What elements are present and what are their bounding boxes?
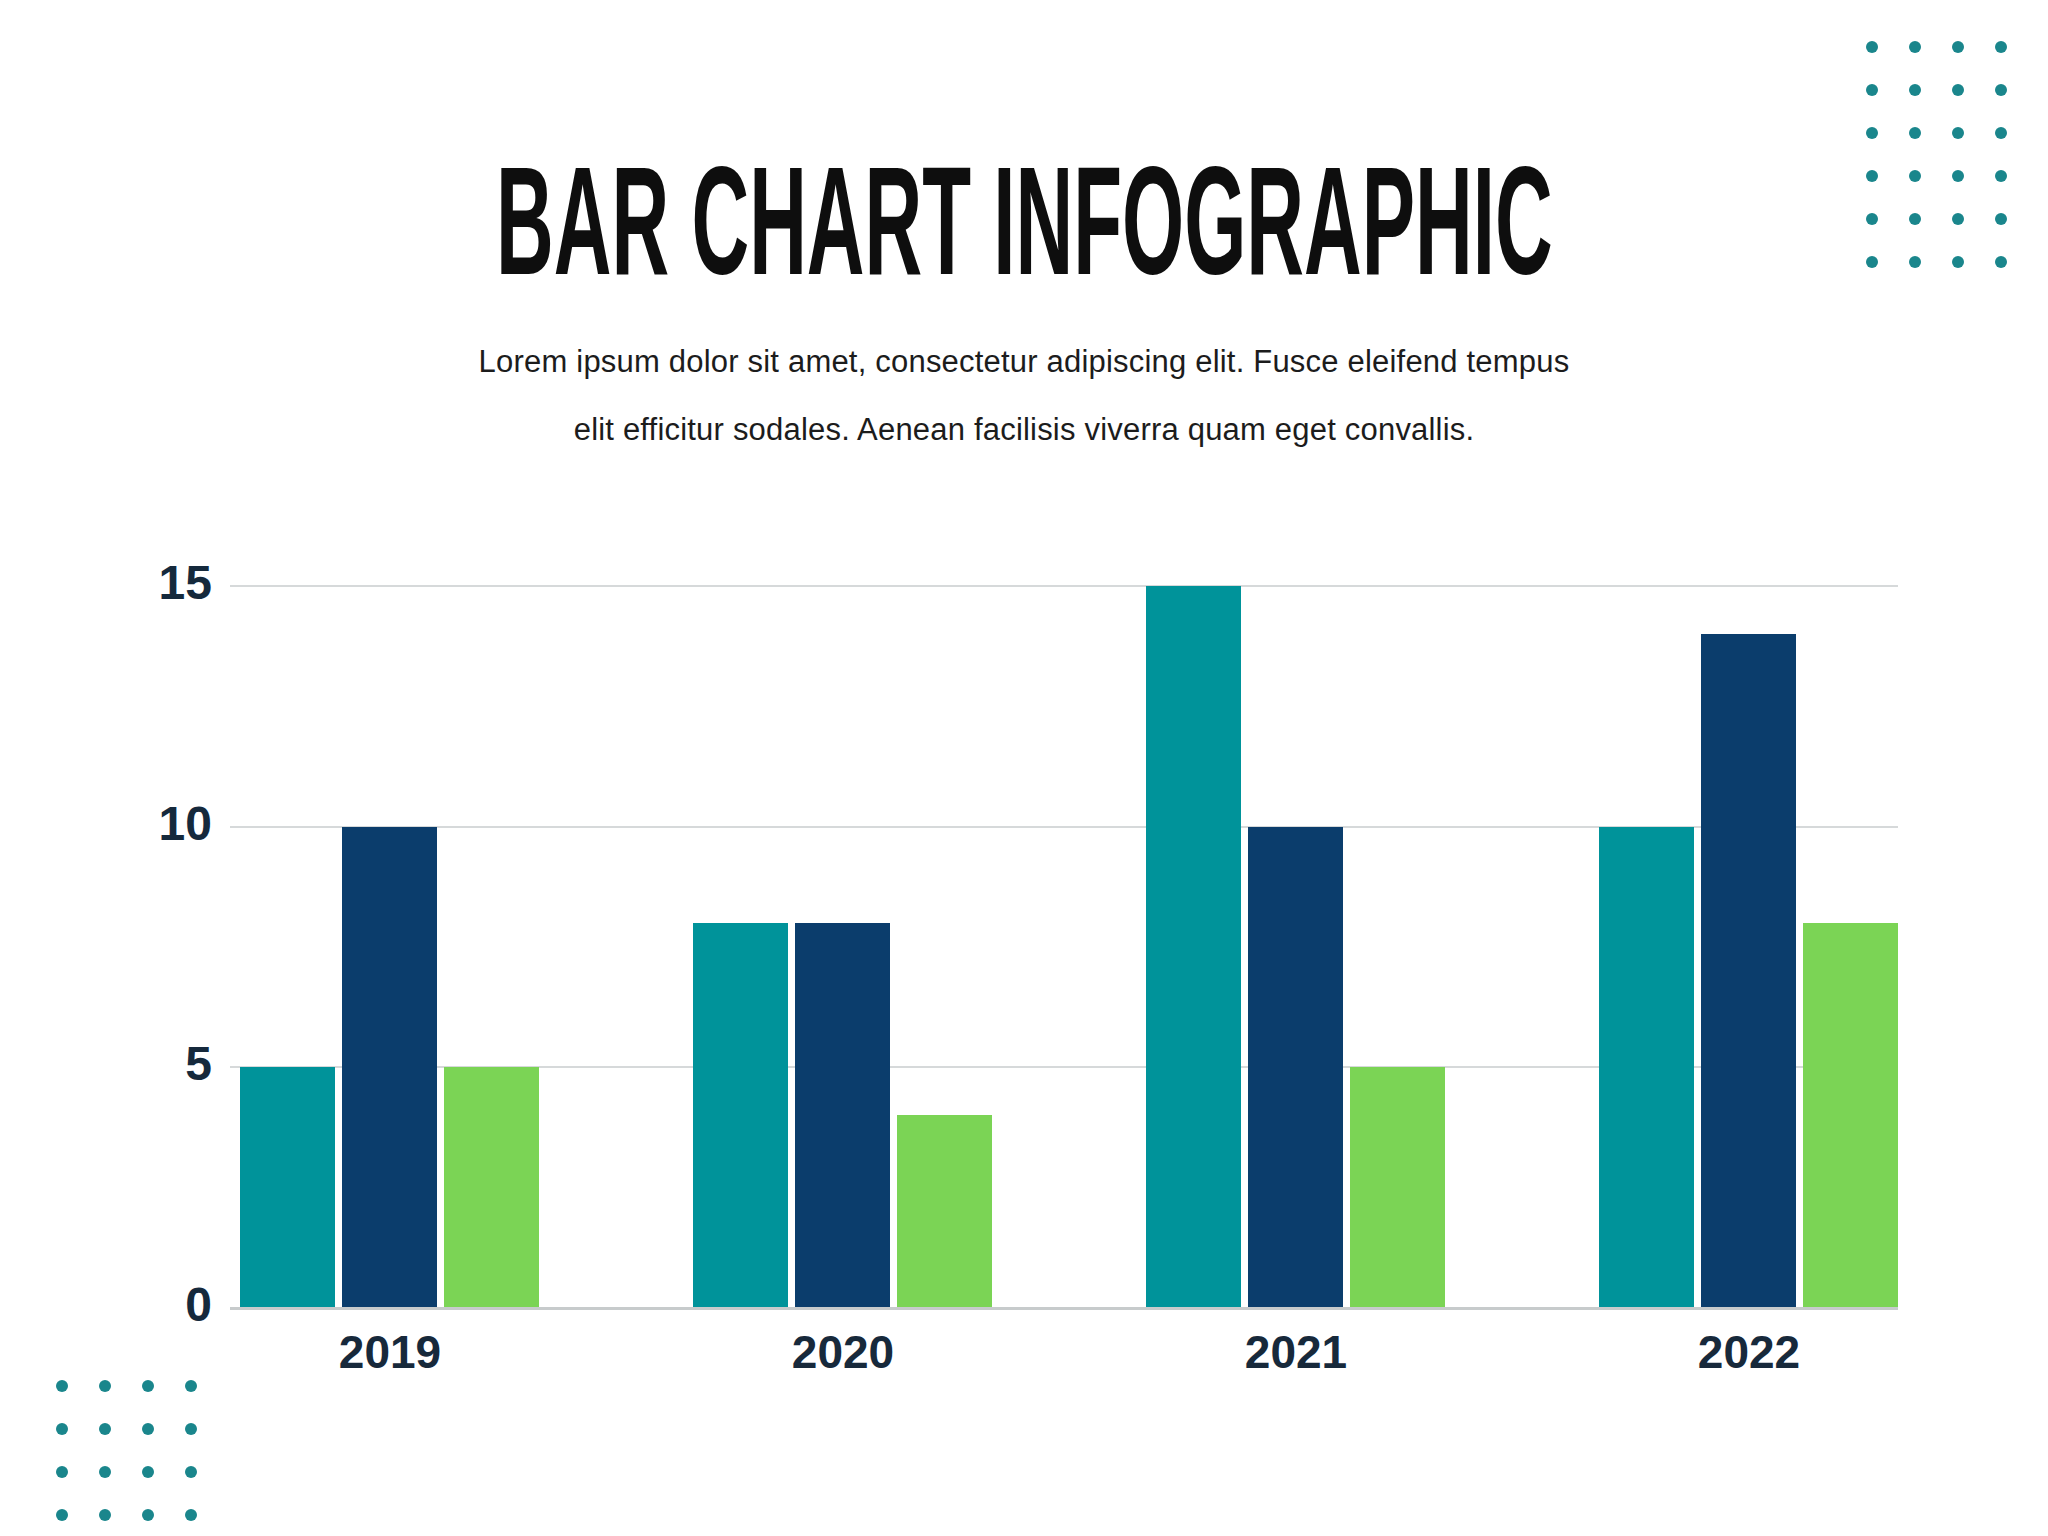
- gridline-15: [230, 585, 1898, 587]
- y-tick-label-10: 10: [117, 795, 212, 853]
- dot: [142, 1509, 154, 1521]
- x-axis-baseline: [230, 1307, 1898, 1310]
- dot: [185, 1380, 197, 1392]
- bar-2020-teal-series: [693, 923, 788, 1308]
- bar-2019-navy-series: [342, 827, 437, 1308]
- dot: [185, 1466, 197, 1478]
- dot: [56, 1509, 68, 1521]
- bar-2020-green-series: [897, 1115, 992, 1308]
- x-category-label-2022: 2022: [1599, 1322, 1899, 1382]
- dot: [185, 1509, 197, 1521]
- dot: [56, 1423, 68, 1435]
- x-category-label-2021: 2021: [1146, 1322, 1446, 1382]
- x-category-label-2019: 2019: [240, 1322, 540, 1382]
- bar-2021-green-series: [1350, 1067, 1445, 1308]
- bar-2021-teal-series: [1146, 586, 1241, 1308]
- dot: [185, 1423, 197, 1435]
- x-category-label-2020: 2020: [693, 1322, 993, 1382]
- bar-2020-navy-series: [795, 923, 890, 1308]
- dot: [142, 1423, 154, 1435]
- bar-2019-teal-series: [240, 1067, 335, 1308]
- bar-2019-green-series: [444, 1067, 539, 1308]
- bar-2022-green-series: [1803, 923, 1898, 1308]
- dot: [56, 1380, 68, 1392]
- infographic-page: BAR CHART INFOGRAPHIC Lorem ipsum dolor …: [0, 0, 2048, 1536]
- bar-2021-navy-series: [1248, 827, 1343, 1308]
- dot: [99, 1380, 111, 1392]
- bar-2022-navy-series: [1701, 634, 1796, 1308]
- dot: [142, 1466, 154, 1478]
- y-tick-label-15: 15: [117, 554, 212, 612]
- dot: [99, 1423, 111, 1435]
- y-tick-label-5: 5: [117, 1035, 212, 1093]
- bar-chart: 0 5 10 15 2019 2020 2021 2022: [0, 0, 2048, 1536]
- dot: [56, 1466, 68, 1478]
- y-tick-label-0: 0: [117, 1276, 212, 1334]
- dot: [99, 1466, 111, 1478]
- bar-2022-teal-series: [1599, 827, 1694, 1308]
- dot: [142, 1380, 154, 1392]
- dot: [99, 1509, 111, 1521]
- dot-grid-bottom-left: [56, 1380, 197, 1521]
